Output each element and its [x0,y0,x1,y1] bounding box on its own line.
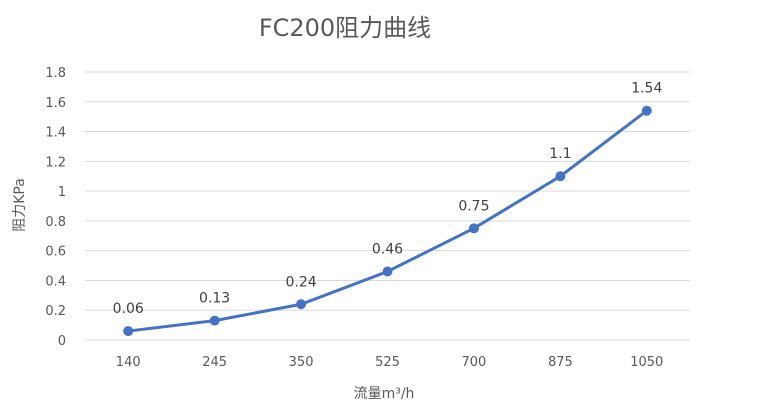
y-tick-label: 1.4 [45,126,66,141]
data-point [382,266,393,277]
data-labels: 0.06 0.13 0.24 0.46 0.75 1.1 1.54 [113,81,663,317]
y-tick-label: 0.4 [45,274,66,289]
data-label: 0.06 [113,301,144,317]
y-axis-ticks: 0 0.2 0.4 0.6 0.8 1 1.2 1.4 1.6 1.8 [45,66,66,349]
chart-title: FC200阻力曲线 [259,14,431,42]
gridlines [85,71,690,341]
y-axis-label: 阻力KPa [12,178,28,232]
x-tick-label: 1050 [630,355,663,370]
data-point [209,315,220,326]
data-label: 0.46 [372,242,403,258]
x-tick-label: 700 [462,355,487,370]
x-axis-label: 流量m³/h [354,386,415,402]
data-point [641,105,652,116]
y-tick-label: 1.8 [45,66,66,81]
x-axis-ticks: 140 245 350 525 700 875 1050 [116,355,664,370]
x-tick-label: 525 [375,355,400,370]
data-point [555,171,566,182]
data-point [468,223,479,234]
x-tick-label: 245 [202,355,227,370]
y-tick-label: 0.2 [45,304,66,319]
x-tick-label: 350 [289,355,314,370]
x-tick-label: 875 [548,355,573,370]
data-point [296,299,307,310]
data-label: 0.24 [285,274,316,290]
y-tick-label: 1 [58,185,66,200]
y-tick-label: 0 [58,334,66,349]
data-points [123,105,652,337]
y-tick-label: 0.8 [45,215,66,230]
y-tick-label: 1.2 [45,155,66,170]
data-point [123,326,134,337]
data-label: 0.75 [458,198,489,214]
data-label: 0.13 [199,291,230,307]
y-tick-label: 1.6 [45,96,66,111]
y-tick-label: 0.6 [45,245,66,260]
x-tick-label: 140 [116,355,141,370]
data-label: 1.1 [549,146,571,162]
data-label: 1.54 [631,81,662,97]
